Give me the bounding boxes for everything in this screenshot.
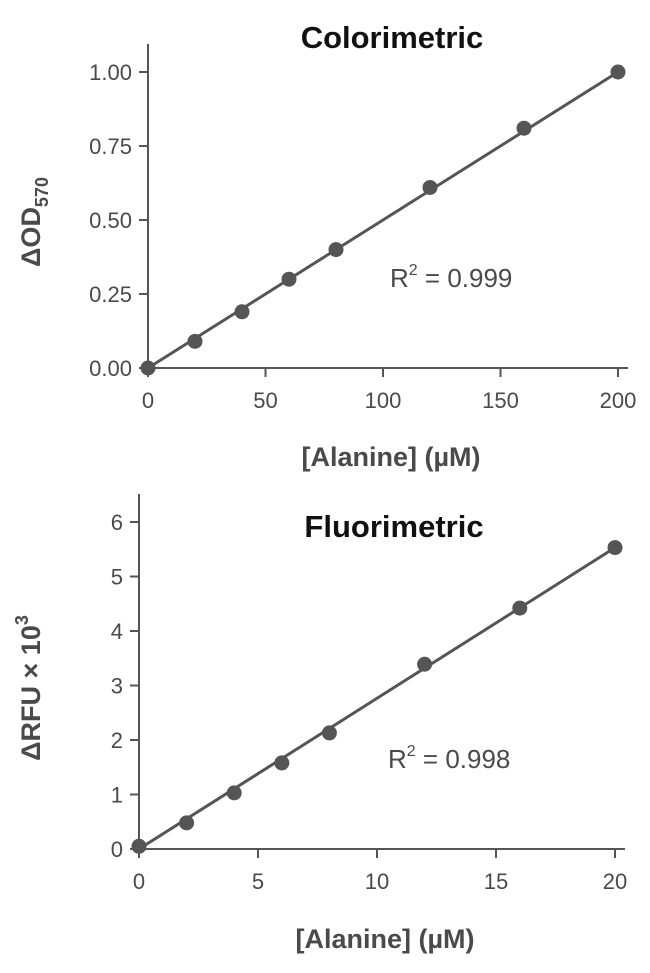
data-point [131,838,147,854]
data-point [281,271,297,287]
x-tick-label: 0 [133,869,145,894]
data-point [422,179,438,195]
r-squared-annotation: R2 = 0.999 [390,262,512,293]
data-point [328,242,344,258]
y-tick-label: 1.00 [89,60,132,85]
y-tick-label: 2 [111,728,123,753]
y-tick-label: 0.00 [89,356,132,381]
x-tick-label: 150 [482,388,519,413]
y-tick-label: 3 [111,674,123,699]
fit-line [147,70,619,370]
x-tick-label: 50 [253,388,277,413]
x-tick-label: 100 [365,388,402,413]
y-tick-label: 1 [111,783,123,808]
fluorimetric-panel: Fluorimetric 0 1 2 3 4 5 6 0 5 10 15 20 [Alanine] (µ… [12,494,627,954]
data-point [234,304,250,320]
data-point [516,120,532,136]
y-tick-label: 6 [111,510,123,535]
x-axis-label: [Alanine] (µM) [295,924,474,954]
colorimetric-panel: Colorimetric 0.00 0.25 0.50 0.75 1.00 0 50 100 1… [16,20,636,472]
x-tick-label: 5 [252,869,264,894]
data-point [610,64,626,80]
x-tick-label: 10 [365,869,389,894]
y-tick-label: 0.50 [89,208,132,233]
data-point [417,656,433,672]
y-tick-label: 4 [111,619,123,644]
data-point [179,815,195,831]
y-tick-label: 0.25 [89,282,132,307]
y-tick-label: 5 [111,565,123,590]
x-tick-label: 15 [484,869,508,894]
x-axis-label: [Alanine] (µM) [301,442,480,472]
x-tick-label: 200 [600,388,637,413]
y-axis-label: ΔOD570 [16,177,52,267]
data-point [274,755,290,771]
data-point [187,333,203,349]
y-axis-label: ΔRFU × 103 [12,615,46,761]
data-point [512,600,528,616]
data-point [226,785,242,801]
x-tick-label: 0 [142,388,154,413]
y-tick-label: 0.75 [89,134,132,159]
r-squared-annotation: R2 = 0.998 [388,743,510,774]
data-point [321,725,337,741]
data-point [607,540,623,556]
x-tick-label: 20 [603,869,627,894]
chart-title: Colorimetric [301,20,484,55]
chart-title: Fluorimetric [304,509,483,544]
y-tick-label: 0 [111,837,123,862]
data-point [140,360,156,376]
fit-line [138,546,616,851]
